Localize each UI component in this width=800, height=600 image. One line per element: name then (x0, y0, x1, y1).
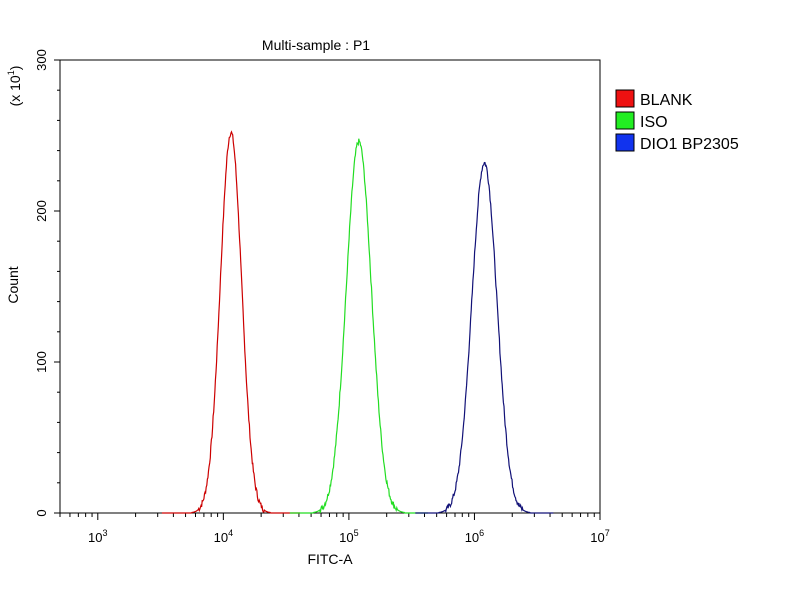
y-tick-label: 300 (34, 49, 49, 71)
y-multiplier-label: (x 101) (6, 66, 23, 107)
y-tick-label: 100 (34, 351, 49, 373)
legend-swatch (615, 89, 635, 108)
legend-swatch (615, 111, 635, 130)
y-axis-ticks: 0 100 200 300 (34, 49, 60, 517)
x-tick-label: 107 (590, 528, 609, 545)
legend-label: ISO (640, 114, 668, 131)
legend-label: BLANK (640, 92, 693, 109)
series-layer (161, 130, 554, 514)
series-line-iso (289, 138, 428, 514)
x-tick-label: 105 (339, 528, 358, 545)
y-tick-label: 0 (34, 509, 49, 516)
x-axis-ticks: 103 104 105 106 107 (59, 513, 610, 545)
legend: BLANK ISO DIO1 BP2305 (615, 89, 739, 153)
series-line-blank (161, 130, 300, 514)
x-tick-label: 104 (214, 528, 233, 545)
legend-label: DIO1 BP2305 (640, 136, 739, 153)
x-axis-title: FITC-A (307, 551, 353, 567)
series-line-dio1-bp2305 (415, 161, 554, 514)
y-axis-title: Count (5, 266, 21, 303)
x-tick-label: 103 (88, 528, 107, 545)
x-tick-label: 106 (465, 528, 484, 545)
legend-swatch (615, 133, 635, 152)
y-tick-label: 200 (34, 200, 49, 222)
chart-title: Multi-sample : P1 (262, 37, 370, 53)
plot-frame (59, 59, 601, 514)
